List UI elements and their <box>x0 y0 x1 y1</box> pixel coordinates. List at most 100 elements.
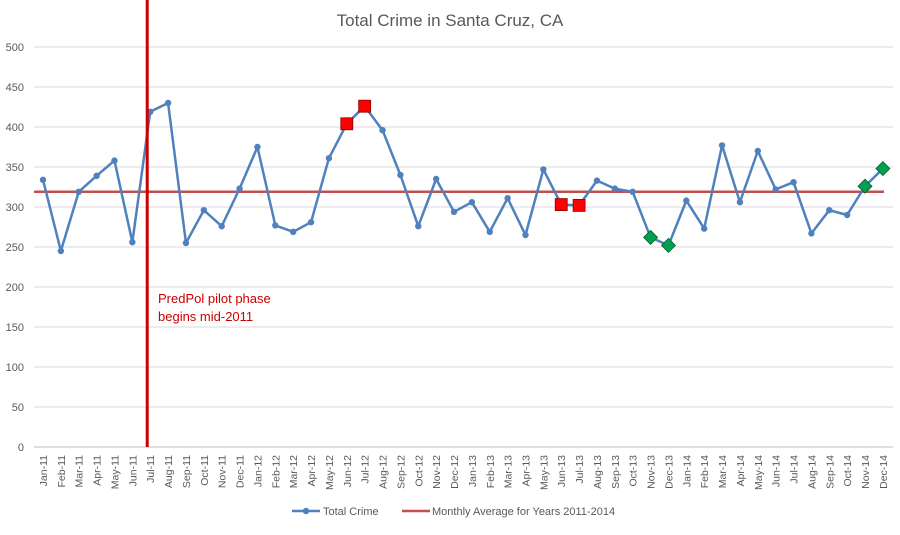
x-tick-label: Mar-11 <box>74 455 86 488</box>
x-tick-label: Jul-13 <box>574 455 586 484</box>
x-tick-label: Feb-12 <box>270 455 282 488</box>
data-point <box>504 195 511 202</box>
y-tick-label: 100 <box>6 362 24 374</box>
data-point <box>486 228 493 235</box>
x-tick-label: Feb-14 <box>699 455 711 488</box>
x-tick-label: Nov-11 <box>217 455 229 488</box>
legend-label-average: Monthly Average for Years 2011-2014 <box>432 506 615 518</box>
data-point <box>75 188 82 195</box>
x-tick-label: Feb-13 <box>485 455 497 488</box>
x-tick-label: Apr-12 <box>306 455 318 487</box>
low-point-marker <box>643 229 659 245</box>
data-point <box>236 185 243 192</box>
data-point <box>254 143 261 151</box>
y-tick-label: 500 <box>6 42 24 54</box>
total-crime-series <box>39 99 891 255</box>
data-point <box>57 247 65 255</box>
data-point <box>432 175 440 183</box>
data-point <box>772 186 779 193</box>
gridlines <box>34 46 893 448</box>
legend: Total Crime Monthly Average for Years 201… <box>292 506 615 518</box>
annotation-group: PredPol pilot phase begins mid-2011 <box>145 0 271 447</box>
x-tick-label: Apr-11 <box>92 455 104 486</box>
y-tick-label: 300 <box>6 202 24 214</box>
x-tick-label: Jul-14 <box>789 455 801 484</box>
x-tick-label: Jun-14 <box>771 455 783 487</box>
data-point <box>826 207 833 214</box>
data-point <box>397 171 404 179</box>
data-point <box>754 147 761 155</box>
x-tick-label: May-12 <box>324 455 336 490</box>
x-tick-label: Sep-14 <box>824 455 836 489</box>
data-point <box>629 188 636 195</box>
data-point <box>200 207 208 214</box>
x-tick-label: Mar-13 <box>503 455 515 488</box>
x-tick-label: Oct-14 <box>842 455 854 487</box>
legend-marker-total-crime <box>302 507 310 515</box>
x-tick-label: Sep-12 <box>395 455 407 489</box>
data-point <box>790 179 797 186</box>
x-tick-label: Aug-12 <box>378 455 390 489</box>
x-tick-label: Mar-12 <box>288 455 300 488</box>
x-tick-label: Apr-13 <box>520 455 532 487</box>
x-tick-label: Jan-14 <box>681 455 693 487</box>
data-point <box>540 166 547 173</box>
high-point-marker <box>572 198 586 212</box>
x-tick-label: May-14 <box>753 455 765 490</box>
data-point <box>325 155 333 162</box>
x-tick-label: Mar-14 <box>717 455 729 488</box>
x-tick-label: Jul-11 <box>145 455 157 483</box>
x-tick-label: Dec-14 <box>878 455 890 489</box>
y-tick-label: 150 <box>6 322 24 334</box>
y-tick-label: 200 <box>6 282 24 294</box>
data-point <box>39 176 47 183</box>
x-tick-label: Jul-12 <box>360 455 372 484</box>
x-tick-label: Jun-12 <box>342 455 354 487</box>
legend-label-total-crime: Total Crime <box>323 506 379 518</box>
data-point <box>307 219 315 226</box>
data-point <box>843 211 851 219</box>
x-tick-label: May-11 <box>109 455 121 489</box>
x-tick-label: Sep-13 <box>610 455 622 489</box>
y-tick-label: 400 <box>6 122 24 134</box>
data-point <box>718 142 726 149</box>
data-point <box>683 197 690 204</box>
x-tick-label: Dec-11 <box>235 455 247 488</box>
y-tick-label: 250 <box>6 242 24 254</box>
x-tick-label: Jun-11 <box>127 455 139 486</box>
x-tick-label: Aug-13 <box>592 455 604 489</box>
x-tick-label: Jan-12 <box>252 455 264 487</box>
data-point <box>808 230 815 237</box>
x-tick-label: Oct-13 <box>628 455 640 487</box>
y-axis-tick-labels: 0 50 100 150 200 250 300 350 400 450 500 <box>6 42 24 454</box>
x-tick-label: Dec-13 <box>663 455 675 489</box>
x-tick-label: Nov-12 <box>431 455 443 489</box>
x-tick-label: Jun-13 <box>556 455 568 487</box>
high-point-marker <box>554 198 568 212</box>
x-tick-label: Jan-11 <box>38 455 50 486</box>
data-point <box>415 223 422 230</box>
y-tick-label: 0 <box>18 442 24 454</box>
data-point <box>93 172 100 179</box>
y-tick-label: 350 <box>6 162 24 174</box>
data-point <box>111 157 118 164</box>
x-tick-label: Aug-14 <box>806 455 818 489</box>
data-point <box>468 199 476 206</box>
data-point <box>272 222 279 229</box>
data-point <box>593 177 601 184</box>
data-point <box>164 99 172 107</box>
total-crime-line <box>41 101 884 253</box>
data-point <box>611 185 619 192</box>
data-point <box>736 199 744 206</box>
x-tick-label: Oct-12 <box>413 455 425 487</box>
high-point-marker <box>340 117 354 131</box>
y-tick-label: 50 <box>12 402 24 414</box>
x-tick-label: May-13 <box>538 455 550 490</box>
data-point <box>522 231 529 239</box>
x-tick-label: Sep-11 <box>181 455 193 488</box>
data-point <box>450 208 458 215</box>
annotation-text-line2: begins mid-2011 <box>158 309 253 324</box>
data-point <box>129 239 136 246</box>
